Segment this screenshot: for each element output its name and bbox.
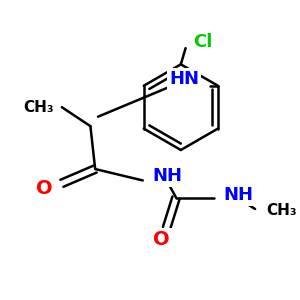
Text: NH: NH: [224, 186, 254, 204]
Text: HN: HN: [169, 70, 199, 88]
Text: CH₃: CH₃: [24, 100, 54, 115]
Text: O: O: [36, 178, 52, 198]
Text: Cl: Cl: [193, 34, 213, 52]
Text: NH: NH: [152, 167, 182, 185]
Text: CH₃: CH₃: [266, 203, 297, 218]
Text: O: O: [154, 230, 170, 249]
